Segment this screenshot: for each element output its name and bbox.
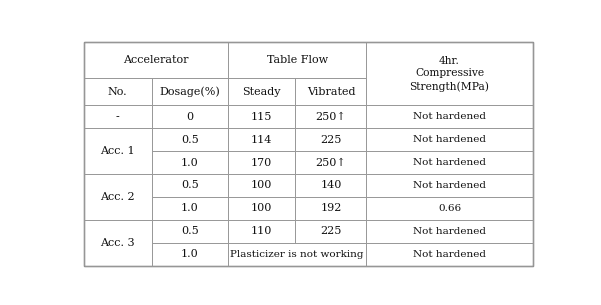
Bar — [367, 197, 532, 220]
Text: 0.5: 0.5 — [181, 181, 199, 190]
Bar — [84, 78, 152, 105]
Bar — [367, 220, 532, 243]
Bar — [228, 197, 296, 220]
Bar — [228, 174, 296, 197]
Bar — [152, 128, 228, 151]
Bar — [228, 42, 367, 78]
Bar — [367, 151, 532, 174]
Text: 4hr.
Compressive
Strength(MPa): 4hr. Compressive Strength(MPa) — [409, 56, 489, 92]
Text: 0.5: 0.5 — [181, 135, 199, 145]
Text: 100: 100 — [251, 203, 272, 213]
Text: Accelerator: Accelerator — [123, 55, 189, 65]
Text: Not hardened: Not hardened — [413, 112, 486, 121]
Bar — [152, 220, 228, 243]
Text: 114: 114 — [251, 135, 272, 145]
Text: 140: 140 — [320, 181, 341, 190]
Text: 1.0: 1.0 — [181, 249, 199, 259]
Bar — [296, 220, 367, 243]
Text: 250↑: 250↑ — [316, 157, 346, 167]
Text: Acc. 2: Acc. 2 — [100, 192, 135, 202]
Text: Vibrated: Vibrated — [307, 87, 355, 97]
Text: Acc. 1: Acc. 1 — [100, 146, 135, 156]
Bar — [228, 105, 296, 128]
Bar — [367, 243, 532, 266]
Text: 115: 115 — [251, 112, 272, 122]
Text: 1.0: 1.0 — [181, 203, 199, 213]
Text: Not hardened: Not hardened — [413, 227, 486, 236]
Text: Dosage(%): Dosage(%) — [159, 86, 221, 97]
Text: 0.66: 0.66 — [438, 204, 461, 213]
Bar — [367, 105, 532, 128]
Bar — [228, 243, 367, 266]
Bar — [367, 42, 532, 105]
Bar — [296, 197, 367, 220]
Text: Acc. 3: Acc. 3 — [100, 238, 135, 248]
Bar — [152, 243, 228, 266]
Bar — [84, 220, 152, 266]
Text: Not hardened: Not hardened — [413, 158, 486, 167]
Text: 0.5: 0.5 — [181, 226, 199, 236]
Text: -: - — [116, 112, 120, 122]
Bar — [152, 174, 228, 197]
Text: 225: 225 — [320, 226, 341, 236]
Bar — [228, 151, 296, 174]
Text: 225: 225 — [320, 135, 341, 145]
Bar — [296, 105, 367, 128]
Bar — [367, 174, 532, 197]
Text: 0: 0 — [186, 112, 194, 122]
Text: No.: No. — [108, 87, 127, 97]
Text: 170: 170 — [251, 157, 272, 167]
Bar — [84, 42, 228, 78]
Bar — [296, 151, 367, 174]
Bar — [228, 128, 296, 151]
Text: 100: 100 — [251, 181, 272, 190]
Bar — [228, 78, 296, 105]
Text: 1.0: 1.0 — [181, 157, 199, 167]
Bar — [152, 151, 228, 174]
Text: 250↑: 250↑ — [316, 112, 346, 122]
Text: Table Flow: Table Flow — [267, 55, 328, 65]
Text: Steady: Steady — [243, 87, 281, 97]
Bar — [296, 128, 367, 151]
Bar — [84, 174, 152, 220]
Text: 192: 192 — [320, 203, 341, 213]
Text: Not hardened: Not hardened — [413, 135, 486, 144]
Bar — [84, 128, 152, 174]
Bar — [152, 197, 228, 220]
Bar — [296, 78, 367, 105]
Bar — [152, 105, 228, 128]
Text: 110: 110 — [251, 226, 272, 236]
Bar — [367, 128, 532, 151]
Bar — [152, 78, 228, 105]
Bar — [228, 220, 296, 243]
Text: Plasticizer is not working: Plasticizer is not working — [231, 249, 364, 259]
Bar — [84, 105, 152, 128]
Text: Not hardened: Not hardened — [413, 249, 486, 259]
Text: Not hardened: Not hardened — [413, 181, 486, 190]
Bar — [296, 174, 367, 197]
